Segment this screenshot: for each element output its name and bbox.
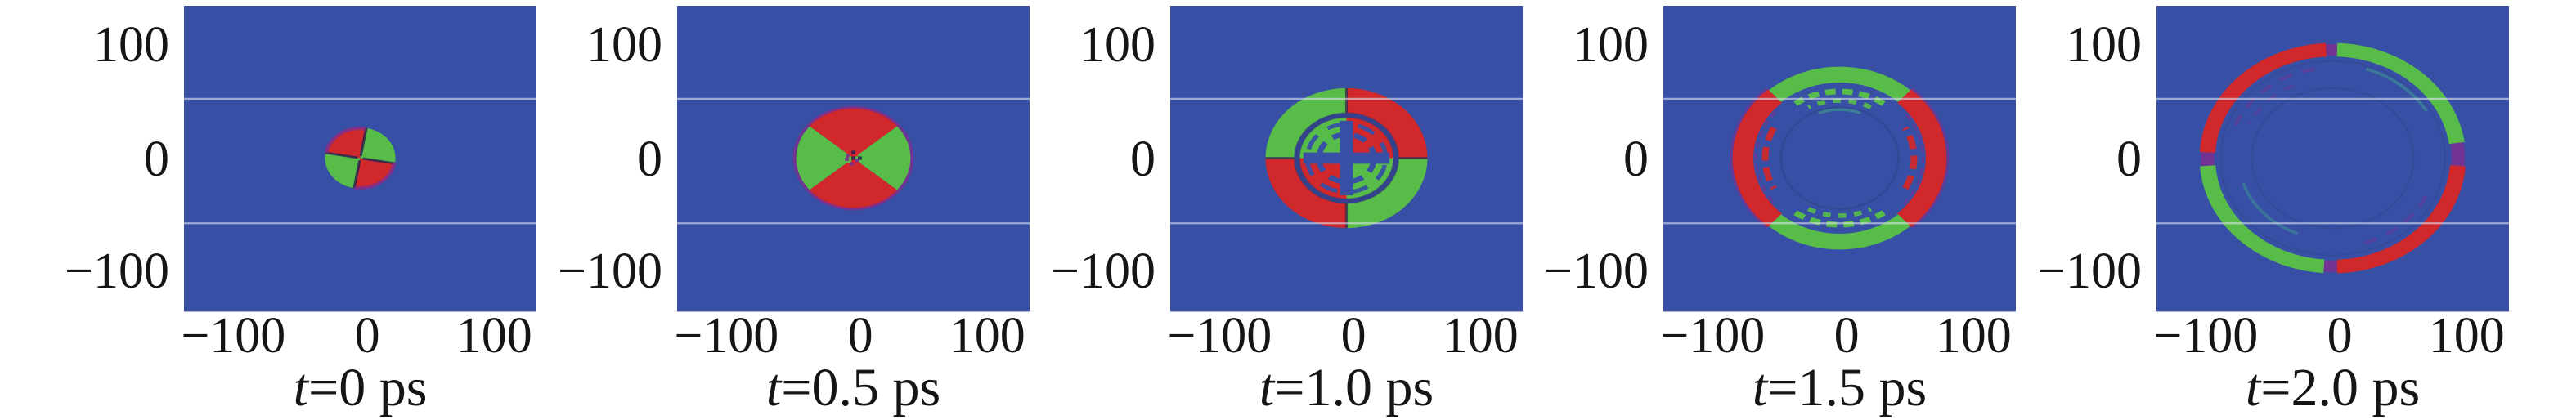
- x-axis-panel-3: −100 0 100: [1167, 308, 1523, 364]
- x-tick-label: −100: [181, 308, 286, 364]
- x-axis-panel-5: −100 0 100: [2153, 308, 2509, 364]
- y-tick-label: 100: [93, 17, 169, 74]
- panel-t1.5ps: 100 0 −100 −100 0 100 t=1.5 ps: [1544, 6, 2016, 417]
- y-tick-label: 0: [637, 132, 662, 188]
- y-tick-label: 0: [1130, 132, 1156, 188]
- panel-caption: t=0 ps: [184, 360, 536, 417]
- y-axis-panel-1: 100 0 −100: [65, 6, 184, 311]
- x-tick-label: 100: [1935, 308, 2012, 364]
- x-tick-label: 100: [456, 308, 532, 364]
- y-tick-label: 100: [586, 17, 662, 74]
- panel-caption: t=1.0 ps: [1170, 360, 1523, 417]
- x-axis-panel-1: −100 0 100: [181, 308, 536, 364]
- y-tick-label: 0: [2116, 132, 2142, 188]
- x-tick-label: 0: [2327, 308, 2353, 364]
- panel-caption: t=0.5 ps: [677, 360, 1030, 417]
- x-tick-label: 100: [2428, 308, 2505, 364]
- x-tick-label: −100: [1660, 308, 1766, 364]
- panel-t2.0ps: 100 0 −100 −100 0 100 t=2.0 ps: [2037, 6, 2509, 417]
- x-axis-panel-2: −100 0 100: [674, 308, 1030, 364]
- time-value: =0.5 ps: [781, 358, 941, 418]
- heatmap-plot-t0ps: [184, 6, 536, 312]
- panel-t1.0ps: 100 0 −100 −100 0 100 t=1.0 ps: [1051, 6, 1523, 417]
- time-value: =1.5 ps: [1767, 358, 1928, 418]
- y-tick-label: 0: [1623, 132, 1649, 188]
- time-value: =0 ps: [307, 358, 428, 418]
- x-tick-label: 100: [949, 308, 1025, 364]
- time-symbol: t: [1259, 358, 1275, 418]
- y-tick-label: −100: [2037, 243, 2142, 299]
- y-tick-label: −100: [1544, 243, 1649, 299]
- time-symbol: t: [2245, 358, 2261, 418]
- y-tick-label: −100: [558, 243, 662, 299]
- y-tick-label: 0: [144, 132, 169, 188]
- time-value: =2.0 ps: [2260, 358, 2421, 418]
- panel-caption: t=2.0 ps: [2156, 360, 2509, 417]
- y-axis-panel-5: 100 0 −100: [2037, 6, 2156, 311]
- time-value: =1.0 ps: [1274, 358, 1434, 418]
- time-symbol: t: [1752, 358, 1768, 418]
- x-tick-label: 0: [847, 308, 873, 364]
- x-axis-panel-4: −100 0 100: [1660, 308, 2016, 364]
- time-symbol: t: [293, 358, 308, 418]
- y-axis-panel-2: 100 0 −100: [558, 6, 677, 311]
- heatmap-plot-t2.0ps: [2156, 6, 2509, 312]
- x-tick-label: −100: [1167, 308, 1272, 364]
- heatmap-plot-t0.5ps: [677, 6, 1030, 312]
- y-tick-label: 100: [2066, 17, 2142, 74]
- y-axis-panel-4: 100 0 −100: [1544, 6, 1663, 311]
- x-tick-label: −100: [2153, 308, 2259, 364]
- x-tick-label: 0: [354, 308, 380, 364]
- heatmap-plot-t1.5ps: [1663, 6, 2016, 312]
- y-axis-panel-3: 100 0 −100: [1051, 6, 1170, 311]
- panel-t0.5ps: 100 0 −100 −100 0 100 t=0.5 ps: [558, 6, 1030, 417]
- panel-caption: t=1.5 ps: [1663, 360, 2016, 417]
- x-tick-label: −100: [674, 308, 779, 364]
- y-tick-label: 100: [1079, 17, 1156, 74]
- panel-t0ps: 100 0 −100 −100 0 100 t=0 ps: [65, 6, 536, 417]
- heatmap-plot-t1.0ps: [1170, 6, 1523, 312]
- x-tick-label: 0: [1340, 308, 1367, 364]
- y-tick-label: −100: [1051, 243, 1156, 299]
- x-tick-label: 0: [1833, 308, 1860, 364]
- x-tick-label: 100: [1442, 308, 1519, 364]
- time-symbol: t: [765, 358, 782, 418]
- y-tick-label: 100: [1573, 17, 1649, 74]
- y-tick-label: −100: [65, 243, 169, 299]
